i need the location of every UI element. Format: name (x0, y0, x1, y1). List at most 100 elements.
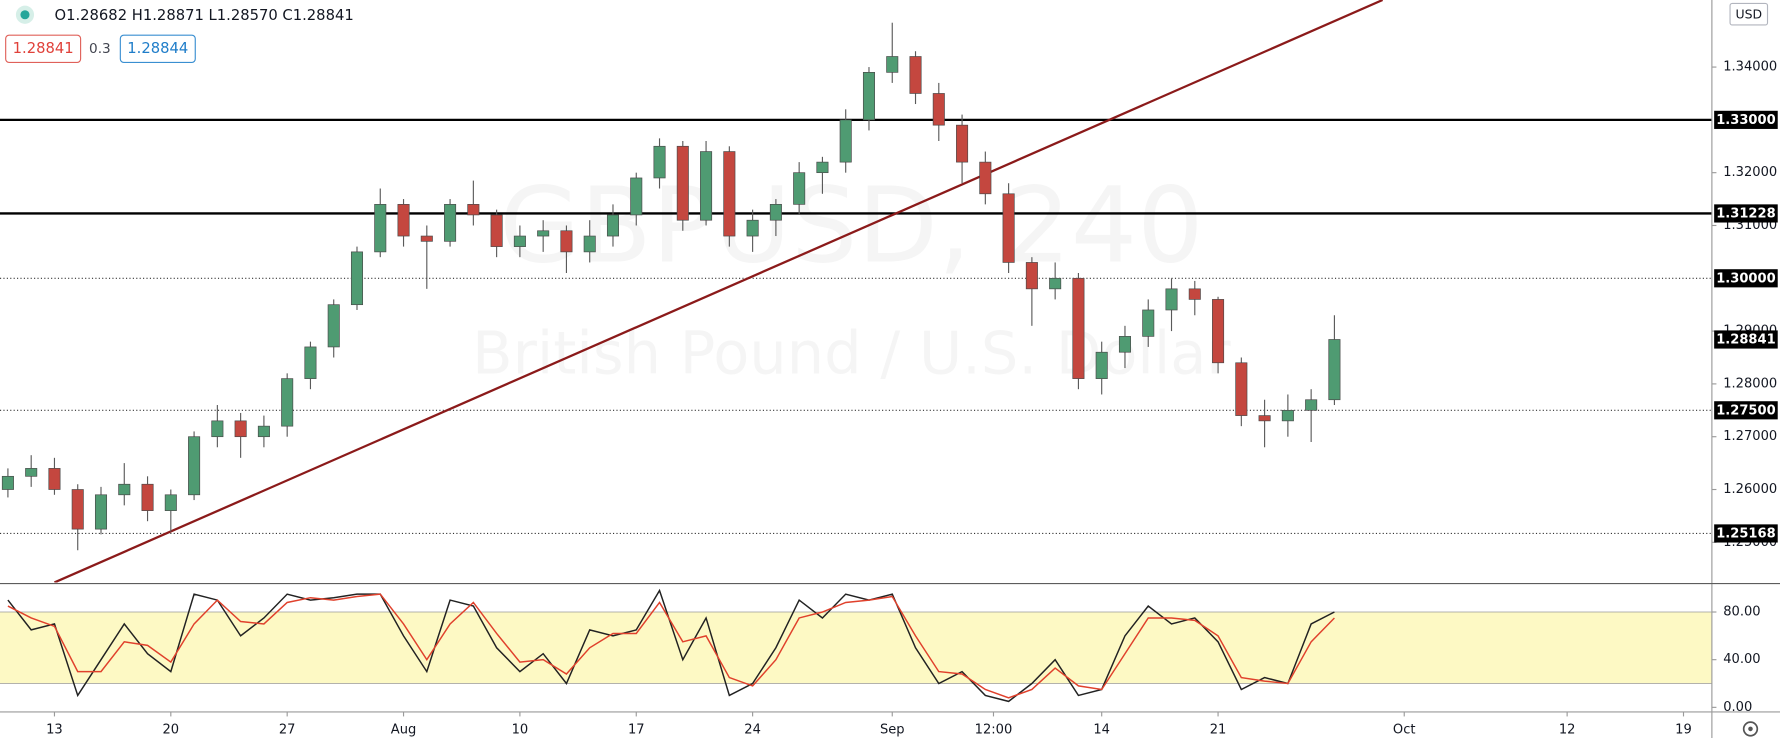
x-tick-label: 12 (1559, 723, 1576, 738)
candle-body (816, 161, 829, 174)
level-label-box (1714, 269, 1778, 288)
candle-body (25, 468, 38, 477)
x-tick-label: 21 (1210, 723, 1227, 738)
candle-body (769, 204, 782, 221)
y-tick-label: 1.28000 (1723, 376, 1777, 391)
x-tick-label: 14 (1093, 723, 1110, 738)
candle-body (676, 145, 689, 221)
level-label: 1.31228 (1716, 207, 1775, 222)
oscillator-line (7, 588, 1335, 703)
candle-body (281, 378, 294, 427)
status-dot (20, 10, 30, 20)
currency[interactable]: USD (1735, 6, 1762, 21)
candle-body (164, 494, 177, 511)
y-tick-label: 40.00 (1723, 652, 1760, 667)
candle-body (374, 204, 387, 253)
candle-body (71, 489, 84, 530)
candle-body (793, 172, 806, 205)
candle-body (1049, 277, 1062, 290)
ohlc-values: O1.28682 H1.28871 L1.28570 C1.28841 (54, 7, 353, 24)
last-price-label: 1.28841 (1716, 333, 1775, 348)
buy-button[interactable] (119, 34, 196, 64)
candle-body (537, 230, 550, 237)
sell-price[interactable]: 1.28841 (13, 40, 74, 57)
candle-body (700, 151, 713, 221)
level-label: 1.33000 (1716, 113, 1775, 128)
y-tick-label: 1.34000 (1723, 60, 1777, 75)
candle-body (932, 93, 945, 126)
band (0, 612, 1712, 684)
candle-body (746, 219, 759, 237)
candle-body (420, 235, 433, 242)
candle-body (304, 346, 317, 379)
buy-price[interactable]: 1.28844 (127, 40, 188, 57)
candle-body (467, 204, 480, 216)
candle-body (653, 145, 666, 179)
y-tick-label: 1.32000 (1723, 165, 1777, 180)
candle-body (1, 475, 14, 490)
candle-body (1212, 299, 1225, 364)
spread: 0.3 (89, 41, 111, 57)
candle-body (397, 204, 410, 237)
candle-body (909, 56, 922, 94)
candle-body (211, 420, 224, 438)
candle-body (1072, 277, 1085, 379)
level-label-box (1714, 110, 1778, 129)
trendline (54, 0, 1384, 583)
x-tick-label: Aug (391, 723, 416, 738)
sell-button[interactable] (5, 34, 82, 64)
oscillator-pane (0, 588, 1712, 703)
candle-body (141, 483, 154, 511)
candle-body (1002, 193, 1015, 263)
x-tick-label: 17 (628, 723, 645, 738)
candle-body (513, 235, 526, 247)
y-tick-label: 0.00 (1723, 700, 1752, 715)
level-label: 1.30000 (1716, 271, 1775, 286)
level-label: 1.25168 (1716, 527, 1775, 542)
candle-body (94, 494, 108, 530)
x-tick-label: 19 (1675, 723, 1692, 738)
candle-body (862, 72, 875, 121)
settings-icon-center[interactable] (1748, 726, 1753, 732)
watermark: British Pound / U.S. Dollar (472, 319, 1231, 388)
candle-body (490, 214, 503, 247)
candle-body (1258, 415, 1271, 422)
candle-body (956, 124, 969, 163)
x-tick-label: 24 (744, 723, 761, 738)
x-tick-label: 20 (163, 723, 180, 738)
y-tick-label: 80.00 (1723, 605, 1760, 620)
oscillator-line (7, 593, 1335, 699)
settings-icon[interactable] (1742, 721, 1759, 737)
candle-body (1305, 399, 1318, 411)
candle-body (1235, 362, 1248, 416)
candle-body (723, 151, 736, 237)
candle-body (583, 235, 596, 253)
x-tick-label: 12:00 (975, 723, 1013, 738)
header: O1.28682 H1.28871 L1.28570 C1.28841 1.28… (5, 2, 1769, 737)
y-tick-label: 1.27000 (1723, 429, 1777, 444)
candle-body (188, 436, 201, 496)
candle-body (1095, 351, 1108, 379)
candle-body (327, 304, 340, 348)
candle-body (886, 56, 899, 73)
x-tick-label: Sep (880, 723, 905, 738)
candle-body (1188, 288, 1201, 300)
candle-body (630, 177, 643, 216)
candle-body (257, 425, 270, 438)
candle-body (48, 468, 61, 490)
y-tick-label: 1.26000 (1723, 482, 1777, 497)
currency-button[interactable] (1729, 2, 1769, 26)
candle-body (234, 420, 247, 438)
x-tick-label: Oct (1393, 723, 1416, 738)
candle-body (350, 251, 364, 306)
candle-body (606, 214, 620, 237)
candle-body (1118, 336, 1131, 353)
candle-body (1328, 339, 1341, 401)
candle-body (839, 119, 852, 163)
x-tick-label: 10 (512, 723, 529, 738)
watermark: GBPUSD, 240 (499, 165, 1203, 287)
candle-body (444, 204, 457, 242)
candle-body (1025, 262, 1038, 290)
level-label-box (1714, 401, 1778, 420)
